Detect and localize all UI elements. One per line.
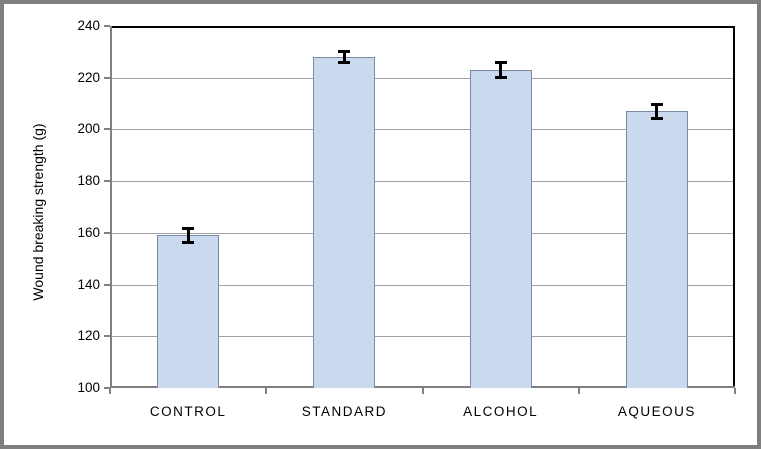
bar-control: [157, 235, 220, 388]
gridline-140: [110, 284, 735, 286]
error-bar-cap-top: [494, 61, 507, 65]
error-bar-cap-bottom: [494, 75, 507, 79]
gridline-120: [110, 336, 735, 338]
x-tick-label-aqueous: AQUEOUS: [617, 404, 696, 419]
error-bar-cap-top: [650, 103, 663, 107]
y-tick-220: [104, 76, 110, 79]
x-tick-label-control: CONTROL: [149, 404, 227, 419]
error-bar-cap-bottom: [650, 116, 663, 120]
y-tick-label-100: 100: [77, 380, 100, 395]
gridline-200: [110, 129, 735, 131]
y-tick-label-160: 160: [77, 224, 100, 240]
x-boundary-tick-3: [577, 388, 580, 394]
x-boundary-tick-2: [421, 388, 424, 394]
y-tick-label-240: 240: [77, 18, 100, 33]
bar-alcohol: [469, 69, 532, 388]
y-tick-160: [104, 231, 110, 234]
x-tick-label-alcohol: ALCOHOL: [463, 404, 539, 419]
plot-border-right: [733, 26, 735, 388]
error-bar-control: [186, 227, 190, 244]
y-tick-140: [104, 283, 110, 286]
error-bar-standard: [342, 50, 346, 64]
x-boundary-tick-0: [109, 388, 111, 394]
error-bar-cap-bottom: [338, 61, 351, 65]
x-tick-label-standard: STANDARD: [301, 404, 387, 419]
x-boundary-tick-1: [265, 388, 268, 394]
y-tick-200: [104, 128, 110, 131]
y-tick-label-140: 140: [77, 276, 100, 292]
y-tick-180: [104, 180, 110, 183]
x-axis-line: [110, 386, 735, 388]
bar-aqueous: [625, 111, 688, 388]
y-tick-240: [104, 25, 110, 27]
gridline-160: [110, 232, 735, 234]
y-tick-label-120: 120: [77, 328, 100, 344]
gridline-180: [110, 181, 735, 183]
y-tick-100: [104, 387, 110, 389]
y-tick-label-180: 180: [77, 173, 100, 189]
x-boundary-tick-4: [734, 388, 736, 394]
error-bar-aqueous: [655, 104, 659, 119]
y-tick-label-200: 200: [77, 121, 100, 137]
y-axis-line: [110, 26, 112, 388]
plot-border-top: [110, 26, 735, 28]
error-bar-cap-bottom: [182, 241, 195, 245]
error-bar-cap-top: [182, 226, 195, 230]
error-bar-cap-top: [338, 49, 351, 53]
bar-standard: [313, 57, 376, 388]
y-tick-label-220: 220: [77, 69, 100, 85]
error-bar-alcohol: [499, 62, 503, 78]
y-tick-120: [104, 335, 110, 338]
y-axis-title: Wound breaking strength (g): [30, 123, 46, 301]
gridline-220: [110, 77, 735, 79]
